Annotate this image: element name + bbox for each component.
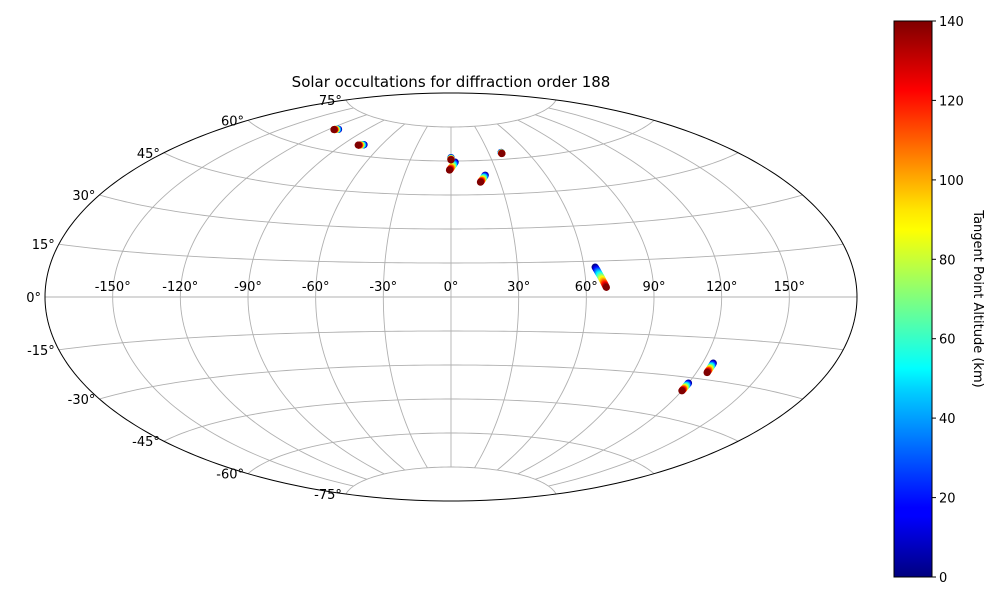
y-tick-label: -15°: [27, 344, 55, 359]
y-tick-labels: 75° 60° 45° 30° 15° 0° -15° -30° -45° -60° -75°: [26, 94, 342, 503]
x-tick-label: -60°: [302, 280, 330, 295]
y-tick-label: 0°: [26, 291, 41, 306]
x-tick-labels: -150° -120° -90° -60° -30° 0° 30° 60° 90° 120° 150…: [95, 280, 805, 295]
colorbar-label: Tangent Point Altitude (km): [970, 209, 985, 387]
x-tick-label: -90°: [234, 280, 262, 295]
x-tick-label: 60°: [575, 280, 598, 295]
y-tick-label: 15°: [32, 238, 55, 253]
data-point: [498, 149, 506, 158]
data-point: [445, 166, 454, 174]
data-point: [354, 141, 362, 149]
y-tick-label: -60°: [216, 468, 244, 483]
colorbar-tick-label: 0: [939, 571, 947, 586]
x-tick-label: 0°: [444, 280, 459, 295]
data-point: [476, 178, 485, 186]
x-tick-label: -120°: [162, 280, 198, 295]
colorbar-tick-label: 20: [939, 492, 956, 507]
y-tick-label: 45°: [137, 147, 160, 162]
colorbar-tick-label: 140: [939, 15, 964, 30]
parallel-line: [345, 99, 557, 128]
colorbar-tick-label: 100: [939, 174, 964, 189]
parallel-line: [99, 364, 803, 400]
y-tick-label: 75°: [319, 94, 342, 109]
y-tick-label: 30°: [72, 189, 95, 204]
data-point: [330, 125, 338, 134]
data-points: [330, 125, 717, 395]
x-tick-label: 30°: [507, 280, 530, 295]
parallel-line: [163, 152, 739, 196]
colorbar-tick-label: 60: [939, 333, 956, 348]
y-tick-label: -30°: [68, 393, 96, 408]
y-tick-label: -45°: [132, 435, 160, 450]
chart-title: Solar occultations for diffraction order…: [292, 73, 611, 91]
x-tick-label: -30°: [369, 280, 397, 295]
colorbar-tick-label: 80: [939, 253, 956, 268]
parallel-line: [345, 466, 557, 495]
map-outline: [44, 92, 858, 502]
y-tick-label: -75°: [314, 488, 342, 503]
data-point: [602, 283, 610, 291]
data-point: [678, 387, 686, 395]
y-tick-label: 60°: [221, 114, 244, 129]
colorbar-gradient: [893, 20, 933, 578]
parallel-line: [163, 398, 739, 442]
parallel-line: [58, 330, 844, 351]
parallel-line: [247, 432, 655, 475]
colorbar: 0 20 40 60 80 100 120 140 Tangent Point Altitud…: [893, 15, 985, 586]
parallel-line: [58, 243, 844, 264]
colorbar-tick-label: 40: [939, 412, 956, 427]
colorbar-tick-label: 120: [939, 94, 964, 109]
parallel-line: [99, 194, 803, 230]
x-tick-label: 150°: [774, 280, 805, 295]
data-point: [447, 156, 455, 164]
data-point: [703, 368, 711, 377]
x-tick-label: 120°: [706, 280, 737, 295]
x-tick-label: 90°: [642, 280, 665, 295]
colorbar-ticks: 0 20 40 60 80 100 120 140: [932, 15, 964, 586]
x-tick-label: -150°: [95, 280, 131, 295]
